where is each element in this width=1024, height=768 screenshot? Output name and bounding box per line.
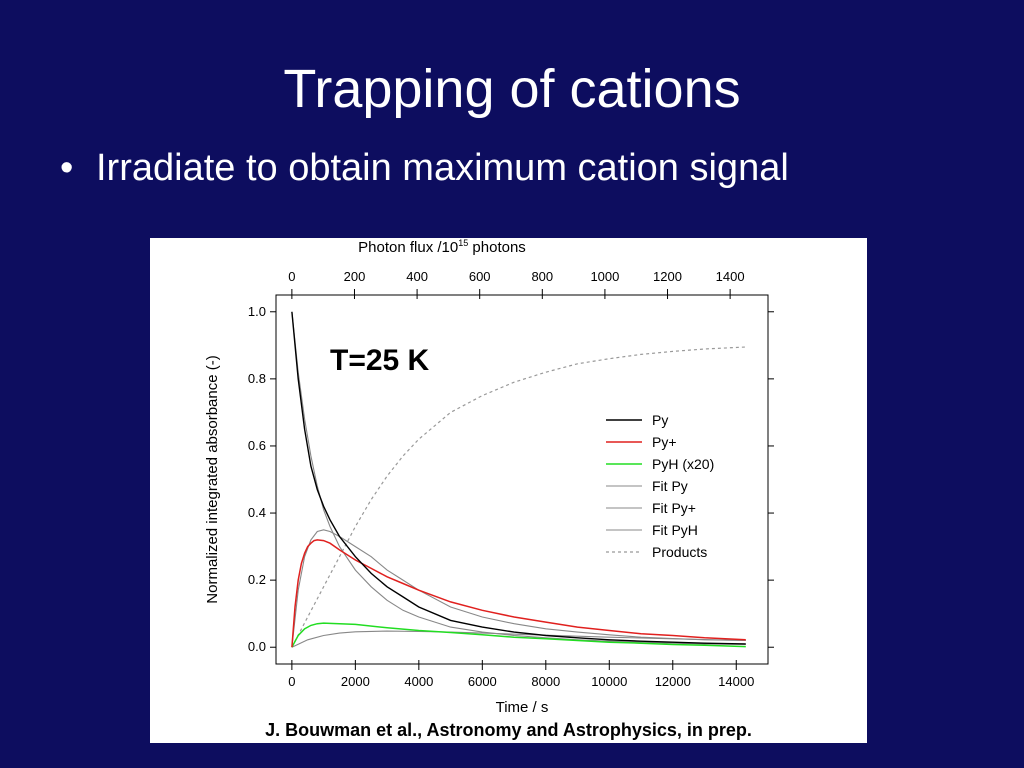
- citation: J. Bouwman et al., Astronomy and Astroph…: [265, 720, 752, 740]
- x-tick-label-2: 4000: [404, 674, 433, 689]
- x-tick-label-1: 2000: [341, 674, 370, 689]
- plot-frame: [275, 294, 769, 665]
- y-tick-label-4: 0.8: [248, 371, 266, 386]
- y-tick-label-3: 0.6: [248, 438, 266, 453]
- legend-label-1: Py+: [652, 434, 677, 450]
- top-tick-label-6: 1200: [653, 269, 682, 284]
- series-line-pyh-x20-: [291, 622, 746, 648]
- y-tick-label-0: 0.0: [248, 639, 266, 654]
- x-axis-title: Time / s: [496, 699, 549, 716]
- series-line-py: [291, 311, 746, 645]
- y-tick-label-5: 1.0: [248, 304, 266, 319]
- y-axis-title: Normalized integrated absorbance (-): [204, 355, 221, 603]
- series-line-products: [291, 346, 746, 648]
- temperature-annotation: T=25 K: [330, 344, 430, 377]
- top-tick-label-1: 200: [344, 269, 366, 284]
- series-line-fit-py-: [291, 529, 746, 648]
- series-line-py-: [291, 539, 746, 648]
- top-axis-title: Photon flux /1015 photons: [358, 238, 526, 256]
- top-tick-label-4: 800: [531, 269, 553, 284]
- legend-label-0: Py: [652, 412, 668, 428]
- legend-label-5: Fit PyH: [652, 522, 698, 538]
- chart: 0 2000 4000 6000 8000 10000 12000 14000 0 200 400 6…: [204, 238, 774, 716]
- top-tick-label-3: 600: [469, 269, 491, 284]
- x-tick-label-0: 0: [288, 674, 295, 689]
- slide-title: Trapping of cations: [283, 59, 741, 119]
- x-tick-label-7: 14000: [718, 674, 754, 689]
- y-tick-label-2: 0.4: [248, 505, 266, 520]
- x-tick-label-6: 12000: [655, 674, 691, 689]
- series-line-fit-pyh: [291, 630, 746, 648]
- series-line-fit-py: [291, 311, 746, 646]
- bullet-dot-icon: •: [60, 147, 74, 189]
- legend-label-3: Fit Py: [652, 478, 688, 494]
- top-tick-label-2: 400: [406, 269, 428, 284]
- top-tick-label-7: 1400: [716, 269, 745, 284]
- bullet-item: • Irradiate to obtain maximum cation sign…: [60, 147, 789, 190]
- legend-label-2: PyH (x20): [652, 456, 714, 472]
- top-tick-label-0: 0: [288, 269, 295, 284]
- legend-label-6: Products: [652, 544, 707, 560]
- top-tick-label-5: 1000: [590, 269, 619, 284]
- y-tick-label-1: 0.2: [248, 572, 266, 587]
- figure-panel: 0 2000 4000 6000 8000 10000 12000 14000 0 200 400 6…: [150, 238, 867, 743]
- bullet-text: Irradiate to obtain maximum cation signa…: [96, 147, 789, 189]
- x-tick-label-5: 10000: [591, 674, 627, 689]
- legend-label-4: Fit Py+: [652, 500, 696, 516]
- x-tick-label-4: 8000: [531, 674, 560, 689]
- x-tick-label-3: 6000: [468, 674, 497, 689]
